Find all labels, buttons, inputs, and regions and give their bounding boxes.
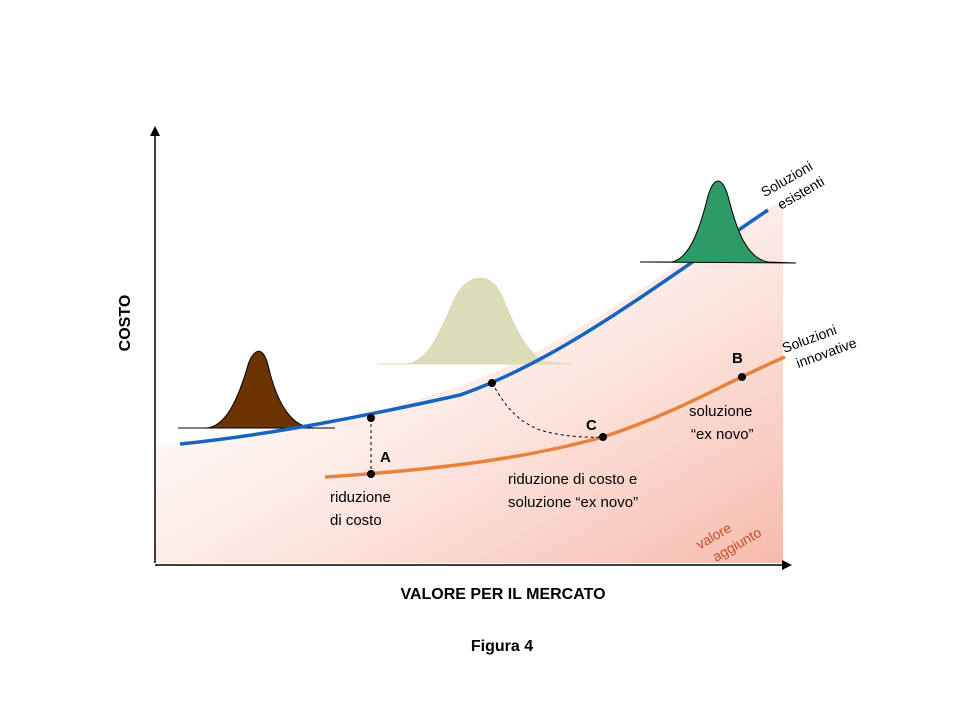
point-c-label: C xyxy=(586,417,597,434)
combined-annotation-line1: riduzione di costo e xyxy=(508,471,637,488)
right-distribution xyxy=(639,180,797,264)
figure-caption: Figura 4 xyxy=(471,638,533,655)
existing-point-middle xyxy=(488,379,496,387)
point-c-marker xyxy=(599,433,607,441)
middle-distribution xyxy=(377,277,573,365)
combined-annotation-line2: soluzione “ex novo” xyxy=(508,494,638,511)
point-a-marker xyxy=(367,470,375,478)
ex-novo-line2: “ex novo” xyxy=(691,426,754,443)
point-b-label: B xyxy=(732,350,743,367)
y-axis-label: COSTO xyxy=(117,295,134,352)
point-b-marker xyxy=(738,373,746,381)
y-axis-arrow-icon xyxy=(150,126,160,136)
x-axis-arrow-icon xyxy=(782,560,792,570)
added-value-area xyxy=(155,200,783,563)
combined-connector xyxy=(491,382,604,438)
cost-reduction-line1: riduzione xyxy=(330,489,391,506)
point-a-label: A xyxy=(380,449,391,466)
existing-point-left xyxy=(367,414,375,422)
existing-solutions-label: Soluzioni esistenti xyxy=(758,158,827,213)
innovative-solutions-label: Soluzioni innovative xyxy=(780,321,859,371)
cost-reduction-line2: di costo xyxy=(330,512,382,529)
existing-solutions-curve xyxy=(179,208,769,446)
left-distribution xyxy=(178,350,335,429)
x-axis-label: VALORE PER IL MERCATO xyxy=(400,586,605,603)
ex-novo-line1: soluzione xyxy=(689,403,752,420)
axes xyxy=(150,126,792,570)
